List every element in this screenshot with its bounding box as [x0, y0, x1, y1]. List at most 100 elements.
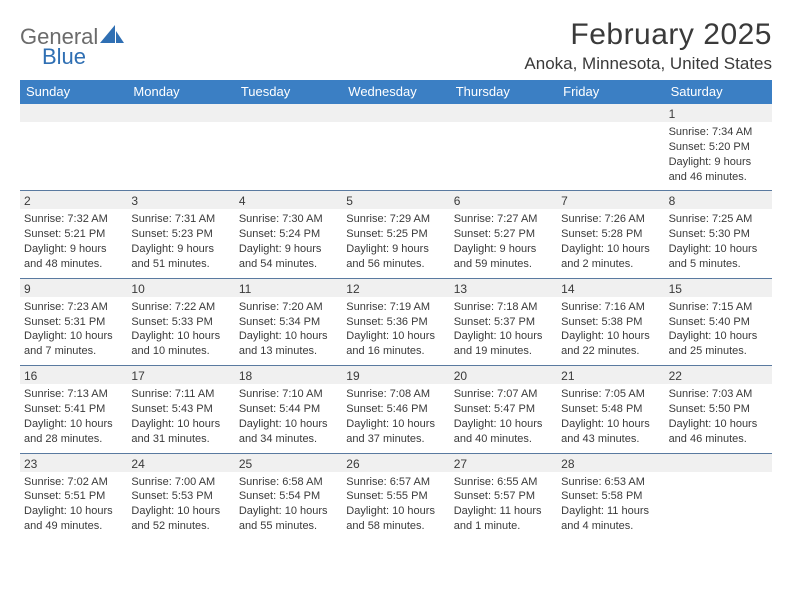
- sunset-text: Sunset: 5:41 PM: [24, 402, 123, 417]
- daylight2-text: and 59 minutes.: [454, 257, 553, 272]
- sunset-text: Sunset: 5:27 PM: [454, 227, 553, 242]
- day-cell: [450, 104, 557, 190]
- sunrise-text: Sunrise: 7:19 AM: [346, 300, 445, 315]
- daylight1-text: Daylight: 9 hours: [346, 242, 445, 257]
- day-cell: [557, 104, 664, 190]
- sunset-text: Sunset: 5:53 PM: [131, 489, 230, 504]
- daylight2-text: and 49 minutes.: [24, 519, 123, 534]
- day-number: 21: [557, 366, 664, 384]
- day-number: 11: [235, 279, 342, 297]
- page-subtitle: Anoka, Minnesota, United States: [524, 54, 772, 74]
- daylight1-text: Daylight: 11 hours: [561, 504, 660, 519]
- sunrise-text: Sunrise: 6:53 AM: [561, 475, 660, 490]
- day-cell: 2Sunrise: 7:32 AMSunset: 5:21 PMDaylight…: [20, 191, 127, 277]
- daylight2-text: and 10 minutes.: [131, 344, 230, 359]
- sunrise-text: Sunrise: 7:27 AM: [454, 212, 553, 227]
- daylight2-text: and 48 minutes.: [24, 257, 123, 272]
- day-cell: 17Sunrise: 7:11 AMSunset: 5:43 PMDayligh…: [127, 366, 234, 452]
- sunset-text: Sunset: 5:36 PM: [346, 315, 445, 330]
- daylight1-text: Daylight: 10 hours: [131, 504, 230, 519]
- day-number: 27: [450, 454, 557, 472]
- dow-sunday: Sunday: [20, 80, 127, 104]
- daylight1-text: Daylight: 10 hours: [561, 417, 660, 432]
- day-cell: 21Sunrise: 7:05 AMSunset: 5:48 PMDayligh…: [557, 366, 664, 452]
- dow-saturday: Saturday: [665, 80, 772, 104]
- sunset-text: Sunset: 5:47 PM: [454, 402, 553, 417]
- day-number: 20: [450, 366, 557, 384]
- sunset-text: Sunset: 5:38 PM: [561, 315, 660, 330]
- day-number: 22: [665, 366, 772, 384]
- day-number: 1: [665, 104, 772, 122]
- week-row: 1Sunrise: 7:34 AMSunset: 5:20 PMDaylight…: [20, 104, 772, 190]
- day-cell: 7Sunrise: 7:26 AMSunset: 5:28 PMDaylight…: [557, 191, 664, 277]
- week-row: 2Sunrise: 7:32 AMSunset: 5:21 PMDaylight…: [20, 190, 772, 277]
- sunset-text: Sunset: 5:43 PM: [131, 402, 230, 417]
- sunrise-text: Sunrise: 6:57 AM: [346, 475, 445, 490]
- sunset-text: Sunset: 5:34 PM: [239, 315, 338, 330]
- day-cell: [127, 104, 234, 190]
- day-number: 24: [127, 454, 234, 472]
- sunrise-text: Sunrise: 7:25 AM: [669, 212, 768, 227]
- daylight2-text: and 4 minutes.: [561, 519, 660, 534]
- day-number: 10: [127, 279, 234, 297]
- day-cell: 4Sunrise: 7:30 AMSunset: 5:24 PMDaylight…: [235, 191, 342, 277]
- daylight2-text: and 19 minutes.: [454, 344, 553, 359]
- sunrise-text: Sunrise: 7:11 AM: [131, 387, 230, 402]
- sunset-text: Sunset: 5:21 PM: [24, 227, 123, 242]
- day-cell: 20Sunrise: 7:07 AMSunset: 5:47 PMDayligh…: [450, 366, 557, 452]
- day-cell: 6Sunrise: 7:27 AMSunset: 5:27 PMDaylight…: [450, 191, 557, 277]
- daylight1-text: Daylight: 10 hours: [24, 417, 123, 432]
- sunset-text: Sunset: 5:40 PM: [669, 315, 768, 330]
- sunset-text: Sunset: 5:54 PM: [239, 489, 338, 504]
- daylight1-text: Daylight: 10 hours: [346, 329, 445, 344]
- day-cell: 24Sunrise: 7:00 AMSunset: 5:53 PMDayligh…: [127, 454, 234, 540]
- sunset-text: Sunset: 5:25 PM: [346, 227, 445, 242]
- day-number: 6: [450, 191, 557, 209]
- daylight2-text: and 16 minutes.: [346, 344, 445, 359]
- day-number: 5: [342, 191, 449, 209]
- sunrise-text: Sunrise: 7:13 AM: [24, 387, 123, 402]
- sunrise-text: Sunrise: 7:30 AM: [239, 212, 338, 227]
- daylight2-text: and 56 minutes.: [346, 257, 445, 272]
- sunset-text: Sunset: 5:50 PM: [669, 402, 768, 417]
- sunrise-text: Sunrise: 7:07 AM: [454, 387, 553, 402]
- day-number: 3: [127, 191, 234, 209]
- day-cell: [235, 104, 342, 190]
- day-number: 13: [450, 279, 557, 297]
- sunrise-text: Sunrise: 7:29 AM: [346, 212, 445, 227]
- sunset-text: Sunset: 5:51 PM: [24, 489, 123, 504]
- day-cell: 12Sunrise: 7:19 AMSunset: 5:36 PMDayligh…: [342, 279, 449, 365]
- sunrise-text: Sunrise: 7:03 AM: [669, 387, 768, 402]
- sunrise-text: Sunrise: 7:05 AM: [561, 387, 660, 402]
- day-number: 23: [20, 454, 127, 472]
- daylight2-text: and 25 minutes.: [669, 344, 768, 359]
- sunrise-text: Sunrise: 7:02 AM: [24, 475, 123, 490]
- daylight1-text: Daylight: 10 hours: [561, 329, 660, 344]
- day-cell: 18Sunrise: 7:10 AMSunset: 5:44 PMDayligh…: [235, 366, 342, 452]
- sunset-text: Sunset: 5:58 PM: [561, 489, 660, 504]
- day-cell: [20, 104, 127, 190]
- daylight1-text: Daylight: 10 hours: [669, 329, 768, 344]
- daylight1-text: Daylight: 10 hours: [454, 329, 553, 344]
- day-cell: 10Sunrise: 7:22 AMSunset: 5:33 PMDayligh…: [127, 279, 234, 365]
- day-cell: [342, 104, 449, 190]
- sail-icon: [100, 25, 126, 50]
- sunset-text: Sunset: 5:28 PM: [561, 227, 660, 242]
- day-number: [235, 104, 342, 122]
- day-cell: [665, 454, 772, 540]
- day-cell: 9Sunrise: 7:23 AMSunset: 5:31 PMDaylight…: [20, 279, 127, 365]
- day-cell: 15Sunrise: 7:15 AMSunset: 5:40 PMDayligh…: [665, 279, 772, 365]
- sunrise-text: Sunrise: 7:23 AM: [24, 300, 123, 315]
- daylight2-text: and 51 minutes.: [131, 257, 230, 272]
- day-cell: 1Sunrise: 7:34 AMSunset: 5:20 PMDaylight…: [665, 104, 772, 190]
- weeks-container: 1Sunrise: 7:34 AMSunset: 5:20 PMDaylight…: [20, 104, 772, 540]
- daylight1-text: Daylight: 10 hours: [669, 417, 768, 432]
- daylight1-text: Daylight: 10 hours: [131, 329, 230, 344]
- sunset-text: Sunset: 5:55 PM: [346, 489, 445, 504]
- day-number: 2: [20, 191, 127, 209]
- day-number: [450, 104, 557, 122]
- sunrise-text: Sunrise: 6:58 AM: [239, 475, 338, 490]
- sunset-text: Sunset: 5:44 PM: [239, 402, 338, 417]
- daylight2-text: and 28 minutes.: [24, 432, 123, 447]
- day-of-week-header: Sunday Monday Tuesday Wednesday Thursday…: [20, 80, 772, 104]
